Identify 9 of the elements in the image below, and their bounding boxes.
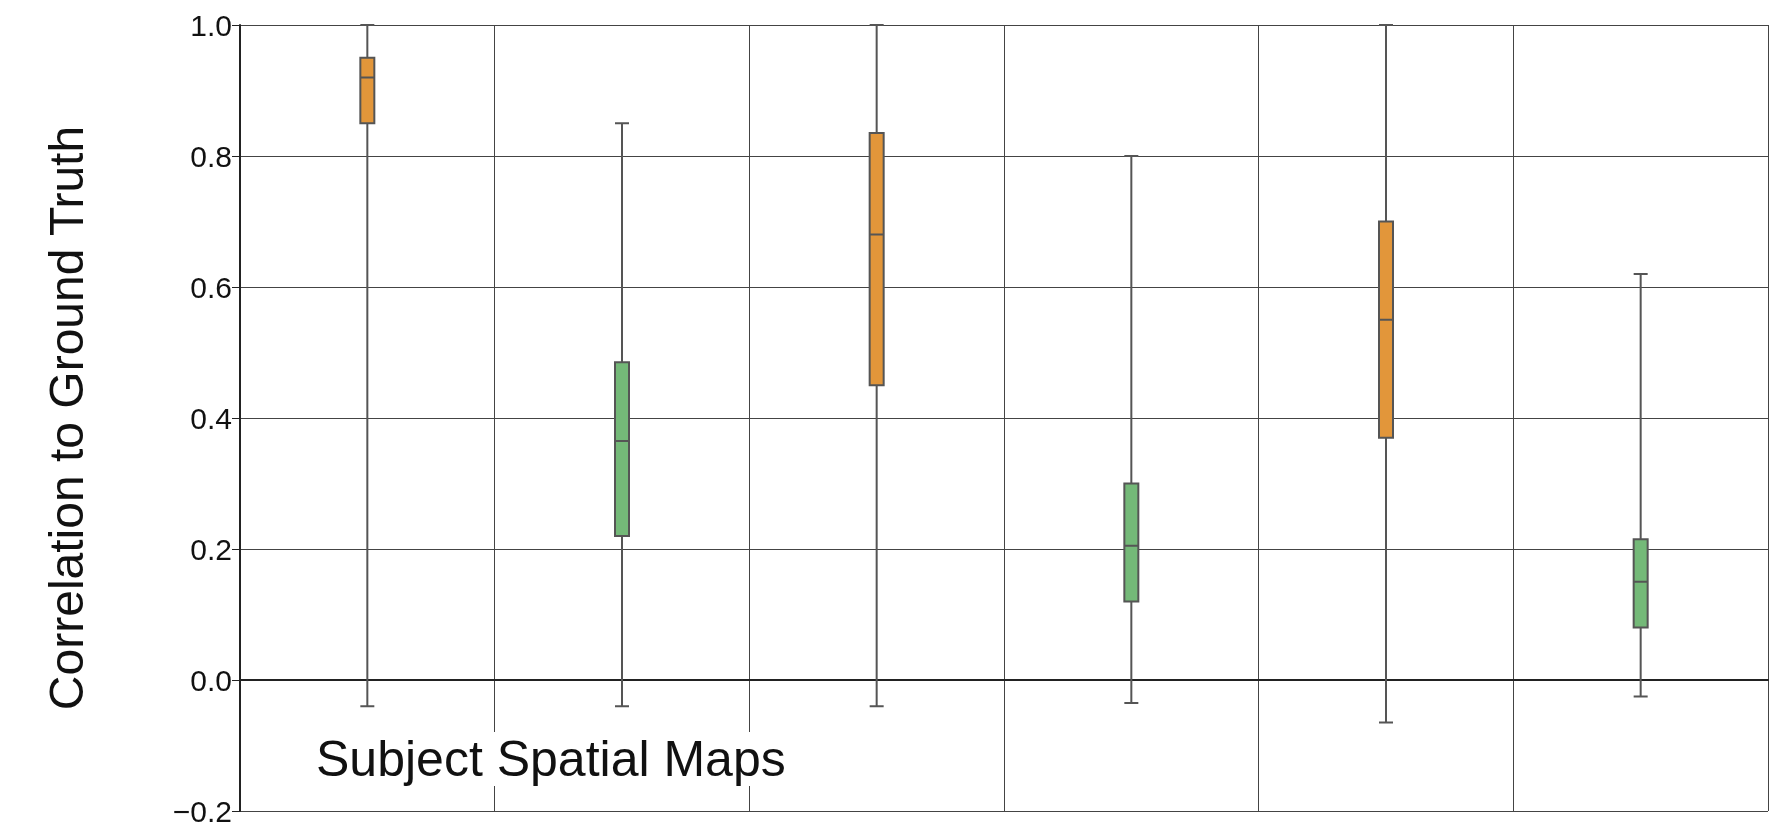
y-tick-label: 0.4 [190,401,232,435]
annotation: Subject Spatial Maps [316,731,786,787]
y-tick-label: 0.6 [190,270,232,304]
y-tick-label: 1.0 [190,8,232,42]
y-tick-label: 0.8 [190,139,232,173]
y-axis-title: Correlation to Ground Truth [39,125,93,711]
y-tick-label: −0.2 [172,794,232,828]
y-tick-label: 0.2 [190,532,232,566]
y-tick-label: 0.0 [190,663,232,697]
